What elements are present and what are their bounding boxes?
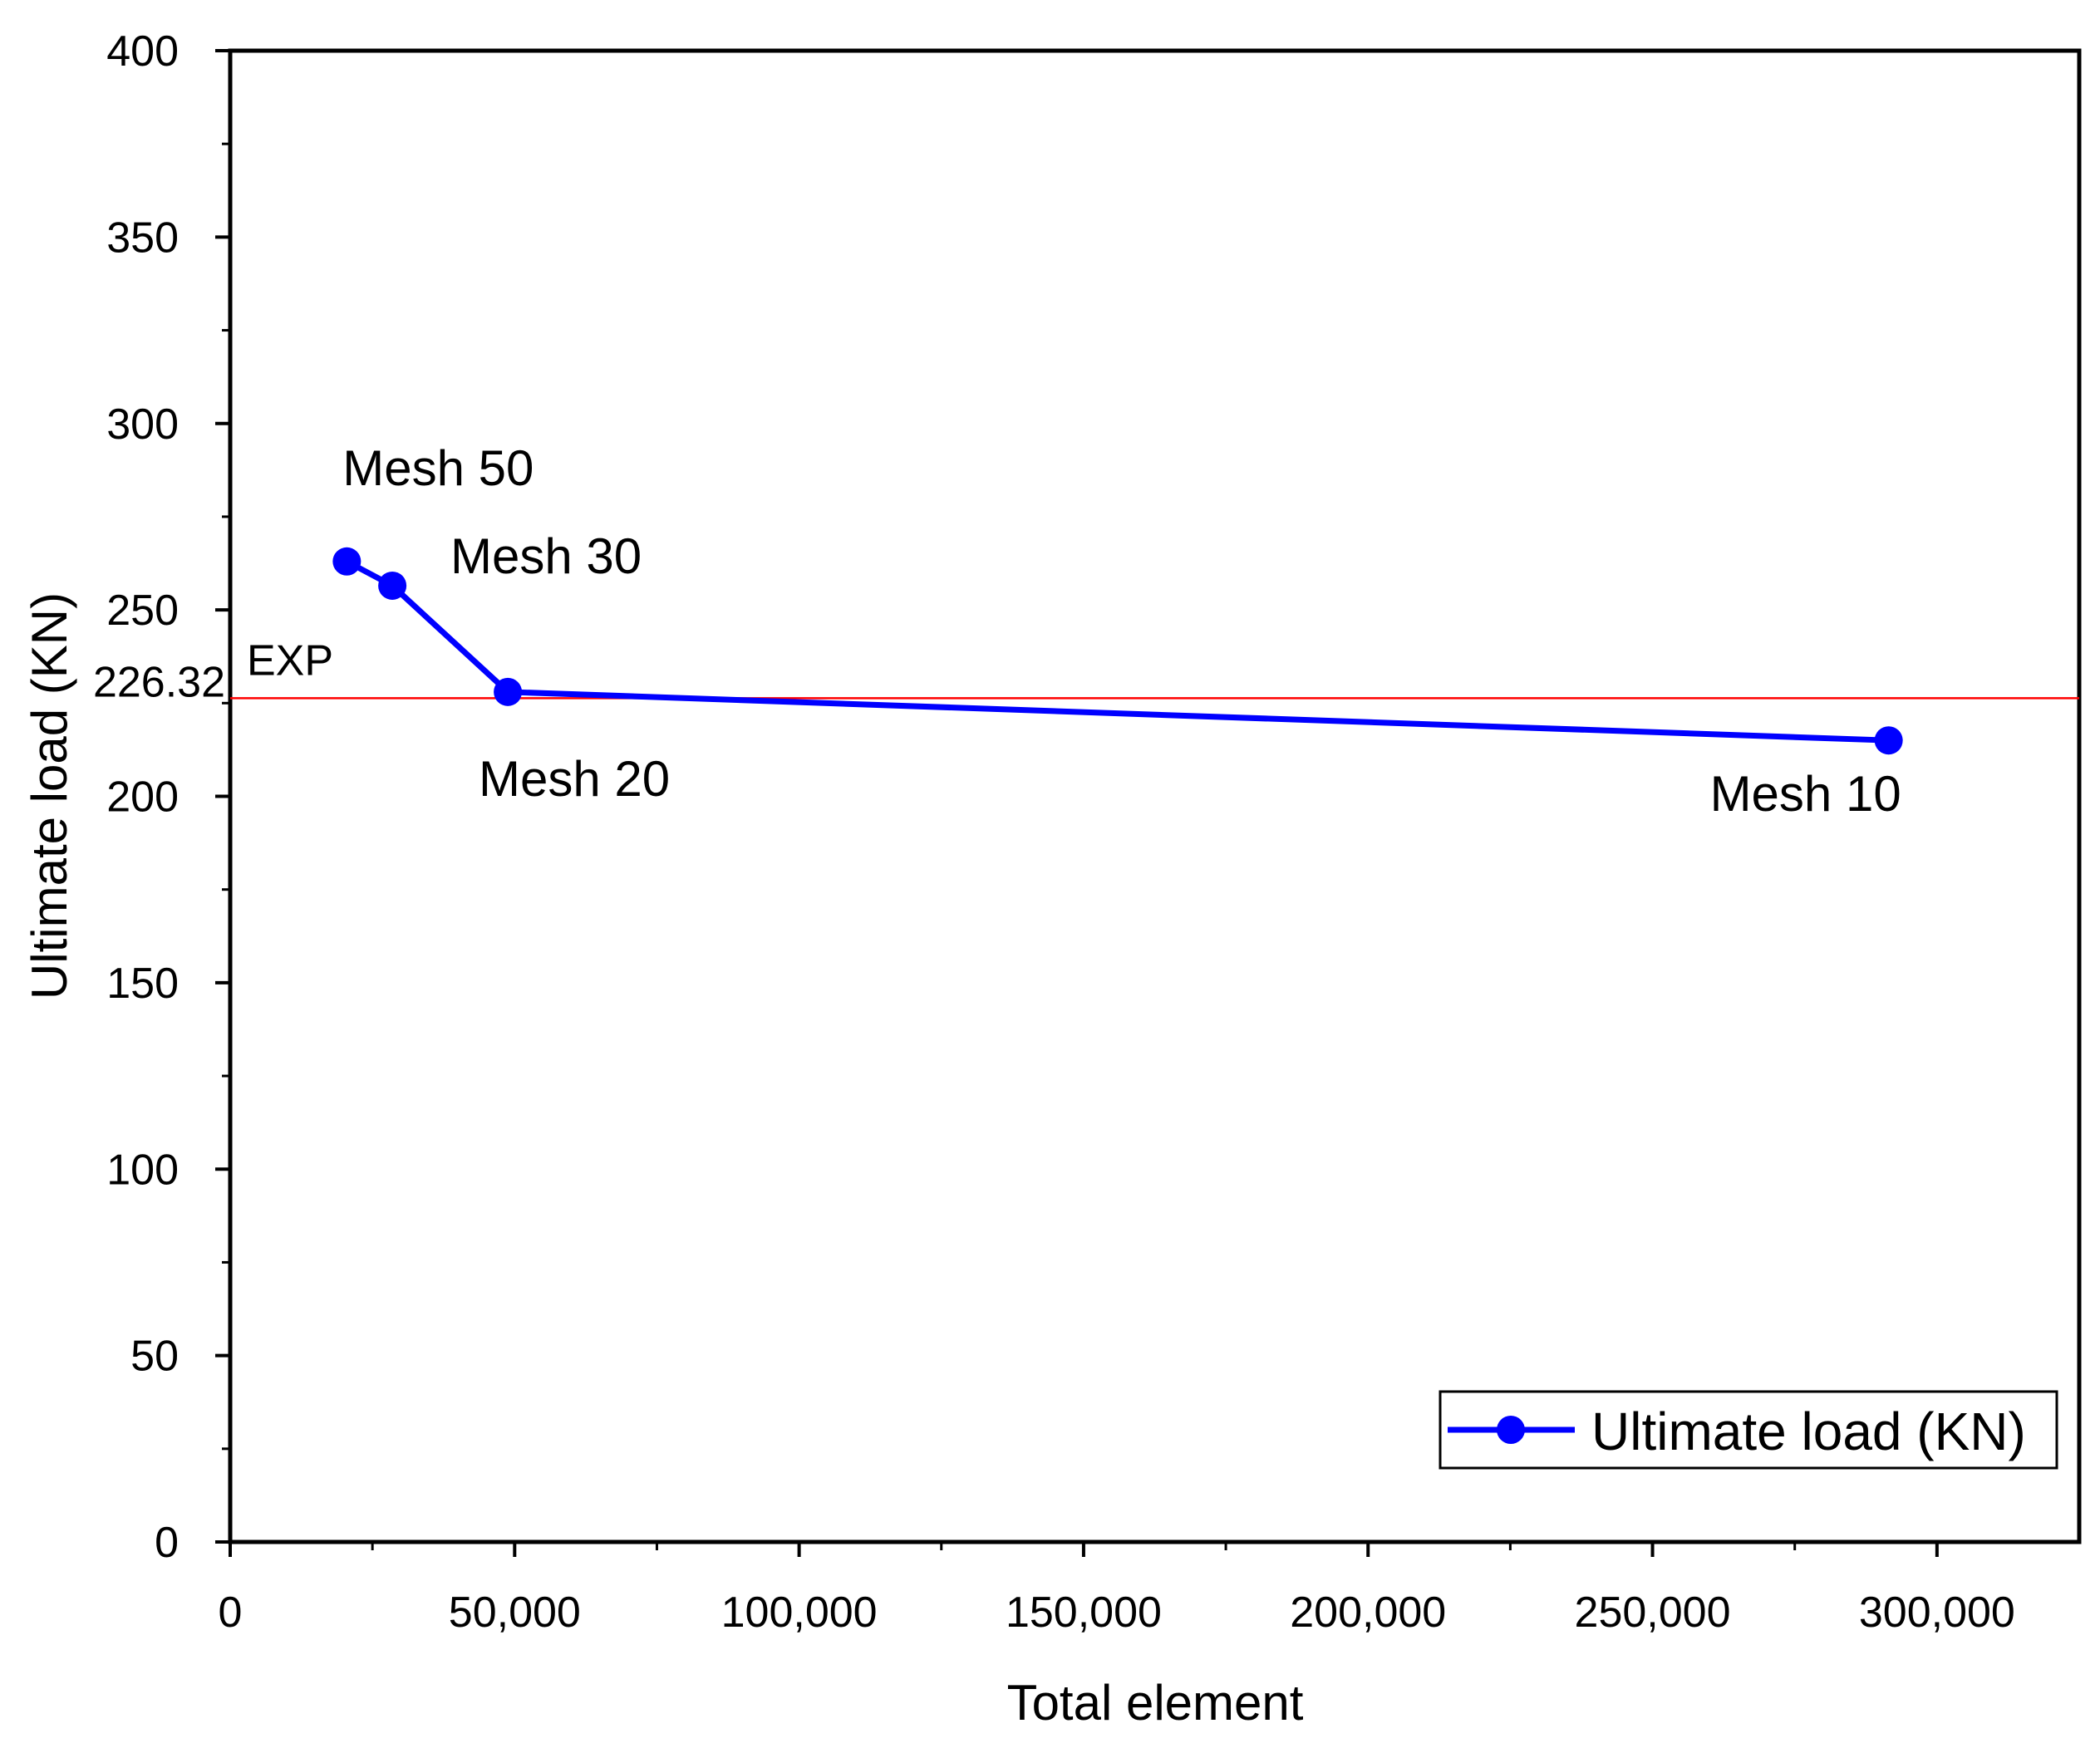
x-axis-title: Total element (1007, 1675, 1304, 1731)
point-labels: Mesh 50 Mesh 30 Mesh 20 Mesh 10 (342, 440, 1901, 822)
x-tick-label: 100,000 (721, 1588, 878, 1637)
point-label: Mesh 30 (450, 528, 642, 584)
y-axis: 0 50 100 150 200 250 300 350 400 (106, 27, 230, 1567)
legend-marker (1497, 1416, 1525, 1444)
series-points (332, 547, 1903, 755)
exp-reference-value: 226.32 (93, 658, 225, 706)
x-tick-label: 300,000 (1859, 1588, 2015, 1637)
y-tick-label: 300 (106, 400, 179, 449)
y-tick-label: 400 (106, 27, 179, 76)
y-tick-label: 200 (106, 773, 179, 822)
legend-entry-label: Ultimate load (KN) (1591, 1402, 2026, 1461)
point-label: Mesh 20 (479, 751, 670, 807)
data-point (378, 571, 407, 600)
point-label: Mesh 10 (1710, 766, 1901, 822)
legend: Ultimate load (KN) (1439, 1390, 2058, 1470)
series-line-ultimate-load (345, 558, 1889, 744)
point-label: Mesh 50 (342, 440, 534, 496)
x-tick-label: 150,000 (1006, 1588, 1162, 1637)
x-tick-label: 50,000 (449, 1588, 581, 1637)
y-tick-label: 100 (106, 1146, 179, 1194)
y-tick-label: 250 (106, 587, 179, 635)
y-tick-label: 0 (155, 1519, 179, 1567)
y-tick-label: 350 (106, 214, 179, 262)
data-point (494, 677, 523, 706)
y-tick-label: 50 (130, 1333, 179, 1381)
x-tick-label: 0 (219, 1588, 243, 1637)
exp-reference-label: EXP (247, 636, 333, 685)
x-tick-label: 250,000 (1575, 1588, 1731, 1637)
data-point (1874, 726, 1903, 755)
x-tick-label: 200,000 (1290, 1588, 1446, 1637)
y-tick-label: 150 (106, 960, 179, 1008)
data-point (332, 547, 361, 576)
x-axis: 0 50,000 100,000 150,000 200,000 250,000 300,0… (219, 1542, 2015, 1637)
y-axis-title: Ultimate load (KN) (22, 592, 77, 999)
